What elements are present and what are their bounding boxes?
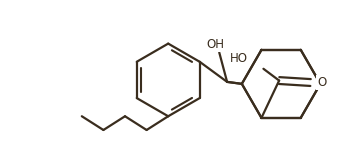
Text: OH: OH	[206, 38, 224, 51]
Text: O: O	[318, 76, 326, 89]
Text: HO: HO	[230, 52, 248, 66]
